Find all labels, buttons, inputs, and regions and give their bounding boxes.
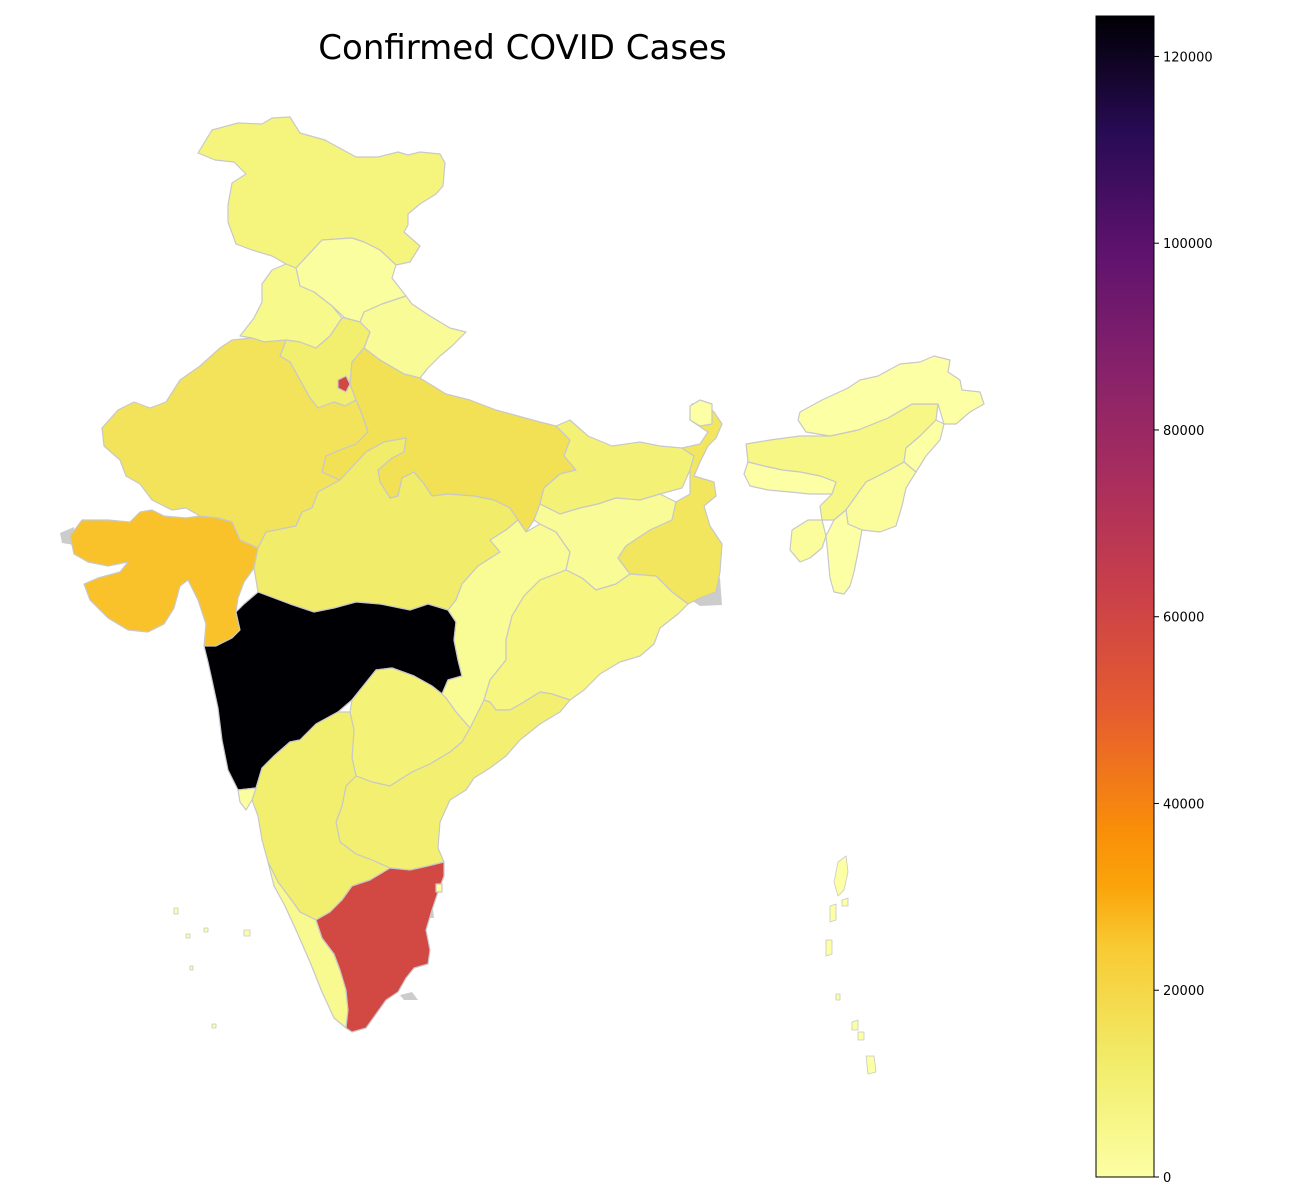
region-sikkim[interactable] [689,399,713,427]
region-andaman-and-nicobar-islands[interactable] [825,855,877,1075]
region-arunachal-pradesh[interactable] [797,355,985,437]
region-goa[interactable] [237,787,257,811]
region-meghalaya[interactable] [743,461,837,495]
region-jammu-and-kashmir[interactable] [197,116,446,269]
region-tripura[interactable] [789,519,827,563]
region-odisha[interactable] [483,569,689,711]
region-puducherry[interactable] [435,883,443,893]
region-mizoram[interactable] [825,509,863,595]
no-data-area [400,992,418,1000]
map-title: Confirmed COVID Cases [318,28,727,68]
region-lakshadweep[interactable] [173,907,251,1029]
region-gujarat[interactable] [69,509,259,647]
region-tamil-nadu[interactable] [315,861,445,1033]
region-delhi[interactable] [337,375,351,393]
